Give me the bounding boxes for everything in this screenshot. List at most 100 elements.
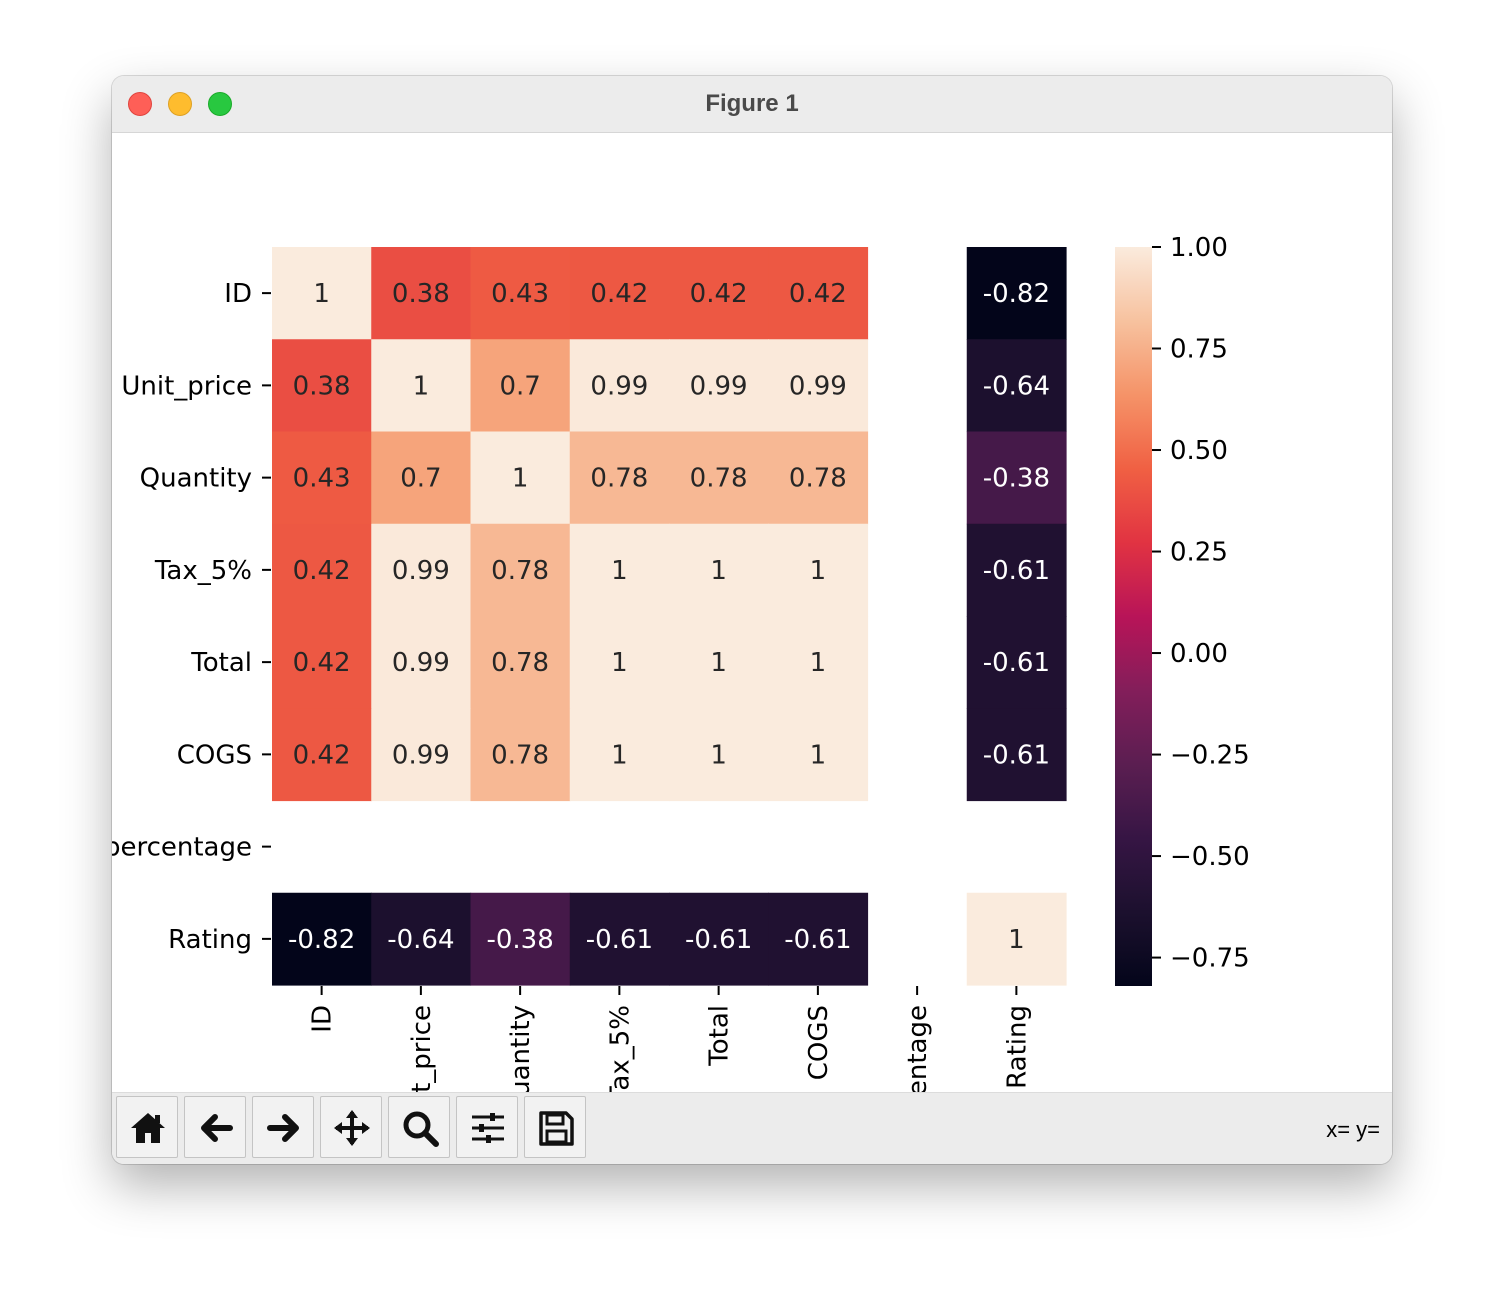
cell-annotation: 0.7 [400,464,441,494]
cell-annotation: 0.42 [789,279,847,309]
cell-annotation: 1 [611,648,628,678]
cell-annotation: 0.43 [293,464,351,494]
save-icon [539,1111,574,1146]
heatmap-cell [569,892,670,986]
forward-button[interactable] [252,1096,314,1158]
colorbar-tick-label: −0.50 [1170,842,1250,872]
colorbar-tick-label: 1.00 [1170,233,1228,263]
heatmap-cell [371,247,472,340]
back-button[interactable] [184,1096,246,1158]
cell-annotation: 0.42 [293,740,351,770]
cell-annotation: 0.78 [789,464,847,494]
y-tick-label: ID [224,279,252,309]
heatmap-cell [669,431,769,525]
cell-annotation: -0.61 [983,648,1050,678]
cell-annotation: 0.99 [789,371,847,401]
plot-canvas[interactable]: 1 0.38 0.43 0.42 0.42 0.42 -0.82 0.38 1 0.7 0.99 0.… [112,133,1392,1164]
cell-annotation: 1 [611,740,628,770]
home-icon [131,1113,165,1143]
window-title: Figure 1 [705,90,799,117]
zoom-button[interactable] [388,1096,450,1158]
cell-annotation: -0.61 [586,925,653,955]
cell-annotation: 0.78 [590,464,648,494]
configure-subplots-icon [472,1113,504,1143]
cell-annotation: 1 [710,648,727,678]
x-tick-label: ID [308,1005,338,1033]
heatmap-cell [966,431,1067,525]
cell-annotation: 0.42 [590,279,648,309]
cell-annotation: 0.78 [491,648,549,678]
heatmap-cell [272,892,372,986]
heatmap-cell [470,892,571,986]
pan-button[interactable] [320,1096,382,1158]
heatmap-cell [768,892,869,986]
heatmap-cell [371,892,472,986]
heatmap-cell [669,616,769,709]
cell-annotation: 0.38 [293,371,351,401]
heatmap-cell [966,708,1067,802]
heatmap-cell [272,708,372,802]
close-button[interactable] [128,92,152,116]
heatmap-cell [371,523,472,617]
heatmap-cell [569,247,670,340]
heatmap-cell [272,247,372,340]
heatmap-cell [768,247,869,340]
y-tick-label: Total [190,648,252,678]
cell-annotation: 1 [413,371,430,401]
navigation-toolbar: x= y= [112,1092,1392,1164]
cell-annotation: 0.43 [491,279,549,309]
figure-window: Figure 1 1 0.38 0.43 0.42 0.42 0.42 -0.82 0.38 1… [112,76,1392,1164]
heatmap-cell [371,616,472,709]
cell-annotation: -0.64 [983,371,1050,401]
cell-annotation: -0.61 [685,925,752,955]
cell-annotation: -0.61 [784,925,851,955]
cell-annotation: 0.99 [392,556,450,586]
y-tick-label: Quantity [140,464,252,494]
cell-annotation: 1 [810,740,827,770]
y-tick-label: Unit_price [121,371,252,401]
heatmap-cell [470,431,571,525]
heatmap-cell [768,339,869,433]
heatmap-cell [768,616,869,709]
heatmap-cell [966,616,1067,709]
cell-annotation: 0.99 [590,371,648,401]
heatmap-cell [569,616,670,709]
x-tick-label: Unit_price [407,1005,437,1092]
x-tick-label: Rating [1002,1005,1032,1089]
title-bar: Figure 1 [112,76,1392,133]
heatmap-cell [768,708,869,802]
x-tick-label: Tax_5% [605,1005,635,1092]
heatmap-chart: 1 0.38 0.43 0.42 0.42 0.42 -0.82 0.38 1 0.7 0.99 0.… [112,233,1250,1164]
forward-arrow-icon [267,1114,299,1142]
heatmap-cell [272,339,372,433]
zoom-icon [403,1111,439,1147]
heatmap-cell [669,892,769,986]
save-button[interactable] [524,1096,586,1158]
cell-annotation: -0.82 [983,279,1050,309]
cell-annotation: 1 [611,556,628,586]
cell-annotation: 1 [810,648,827,678]
cell-annotation: 0.78 [491,740,549,770]
zoom-window-button[interactable] [208,92,232,116]
cell-annotation: 1 [512,464,529,494]
colorbar-tick-label: 0.00 [1170,639,1228,669]
heatmap-cell [272,616,372,709]
cell-annotation: 0.7 [499,371,540,401]
cell-annotation: 1 [710,740,727,770]
home-button[interactable] [116,1096,178,1158]
heatmap-cell [371,431,472,525]
heatmap-cell [768,431,869,525]
heatmap-cell [470,339,571,433]
y-tick-label: Gross_margin_percentage [112,833,252,863]
cell-annotation: 0.42 [690,279,748,309]
pan-icon [334,1110,370,1146]
cell-annotation: 0.78 [690,464,748,494]
minimize-button[interactable] [168,92,192,116]
cell-annotation: 0.99 [392,648,450,678]
heatmap-cell [669,523,769,617]
configure-subplots-button[interactable] [456,1096,518,1158]
colorbar-tick-label: −0.75 [1170,944,1250,974]
cell-annotation: -0.38 [486,925,553,955]
heatmap-cell [470,523,571,617]
heatmap-cell [272,523,372,617]
